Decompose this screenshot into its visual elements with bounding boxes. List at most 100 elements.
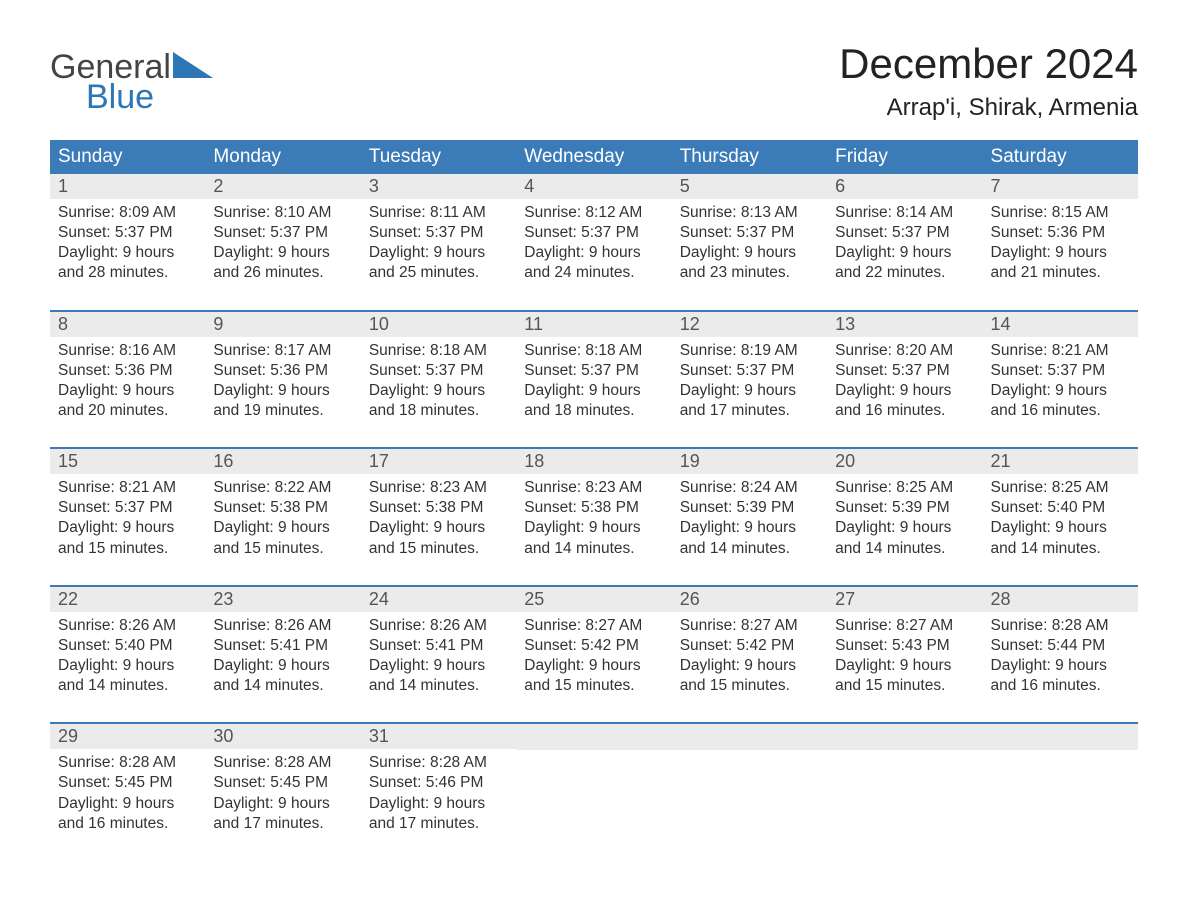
sunrise-text: Sunrise: 8:28 AM	[58, 753, 197, 773]
day-number: 18	[516, 449, 671, 474]
sunset-text: Sunset: 5:38 PM	[369, 498, 508, 518]
day-body: Sunrise: 8:11 AMSunset: 5:37 PMDaylight:…	[361, 199, 516, 284]
day-cell: 3Sunrise: 8:11 AMSunset: 5:37 PMDaylight…	[361, 174, 516, 290]
daylight-line1: Daylight: 9 hours	[369, 518, 508, 538]
daylight-line2: and 15 minutes.	[524, 676, 663, 696]
daylight-line1: Daylight: 9 hours	[835, 518, 974, 538]
daylight-line1: Daylight: 9 hours	[213, 794, 352, 814]
day-number: 14	[983, 312, 1138, 337]
day-body: Sunrise: 8:25 AMSunset: 5:40 PMDaylight:…	[983, 474, 1138, 559]
daylight-line1: Daylight: 9 hours	[524, 656, 663, 676]
day-number: 23	[205, 587, 360, 612]
sunrise-text: Sunrise: 8:21 AM	[58, 478, 197, 498]
daylight-line2: and 14 minutes.	[991, 539, 1130, 559]
day-number: 15	[50, 449, 205, 474]
day-number: 30	[205, 724, 360, 749]
day-cell: 16Sunrise: 8:22 AMSunset: 5:38 PMDayligh…	[205, 449, 360, 565]
daylight-line1: Daylight: 9 hours	[680, 518, 819, 538]
daylight-line2: and 15 minutes.	[369, 539, 508, 559]
sunrise-text: Sunrise: 8:19 AM	[680, 341, 819, 361]
sunrise-text: Sunrise: 8:24 AM	[680, 478, 819, 498]
sunrise-text: Sunrise: 8:25 AM	[991, 478, 1130, 498]
sunrise-text: Sunrise: 8:27 AM	[835, 616, 974, 636]
sunrise-text: Sunrise: 8:10 AM	[213, 203, 352, 223]
empty-day-cell	[983, 724, 1138, 840]
day-number: 28	[983, 587, 1138, 612]
daylight-line1: Daylight: 9 hours	[991, 518, 1130, 538]
daylight-line1: Daylight: 9 hours	[524, 518, 663, 538]
daylight-line2: and 28 minutes.	[58, 263, 197, 283]
day-number: 26	[672, 587, 827, 612]
day-number: 19	[672, 449, 827, 474]
day-body: Sunrise: 8:28 AMSunset: 5:46 PMDaylight:…	[361, 749, 516, 834]
day-cell: 1Sunrise: 8:09 AMSunset: 5:37 PMDaylight…	[50, 174, 205, 290]
day-header-cell: Saturday	[983, 140, 1138, 174]
logo-text-blue: Blue	[86, 80, 213, 114]
day-cell: 17Sunrise: 8:23 AMSunset: 5:38 PMDayligh…	[361, 449, 516, 565]
day-cell: 25Sunrise: 8:27 AMSunset: 5:42 PMDayligh…	[516, 587, 671, 703]
sunrise-text: Sunrise: 8:23 AM	[524, 478, 663, 498]
sunrise-text: Sunrise: 8:23 AM	[369, 478, 508, 498]
day-body: Sunrise: 8:25 AMSunset: 5:39 PMDaylight:…	[827, 474, 982, 559]
sunset-text: Sunset: 5:37 PM	[369, 223, 508, 243]
daylight-line1: Daylight: 9 hours	[213, 381, 352, 401]
day-number: 6	[827, 174, 982, 199]
day-body: Sunrise: 8:20 AMSunset: 5:37 PMDaylight:…	[827, 337, 982, 422]
daylight-line2: and 23 minutes.	[680, 263, 819, 283]
day-body: Sunrise: 8:26 AMSunset: 5:41 PMDaylight:…	[205, 612, 360, 697]
day-body: Sunrise: 8:16 AMSunset: 5:36 PMDaylight:…	[50, 337, 205, 422]
logo-triangle-icon	[173, 52, 213, 78]
day-number: 27	[827, 587, 982, 612]
day-body: Sunrise: 8:21 AMSunset: 5:37 PMDaylight:…	[50, 474, 205, 559]
day-cell: 6Sunrise: 8:14 AMSunset: 5:37 PMDaylight…	[827, 174, 982, 290]
day-cell: 27Sunrise: 8:27 AMSunset: 5:43 PMDayligh…	[827, 587, 982, 703]
title-block: December 2024 Arrap'i, Shirak, Armenia	[839, 40, 1138, 122]
sunrise-text: Sunrise: 8:22 AM	[213, 478, 352, 498]
day-cell: 31Sunrise: 8:28 AMSunset: 5:46 PMDayligh…	[361, 724, 516, 840]
day-header-cell: Sunday	[50, 140, 205, 174]
weeks-container: 1Sunrise: 8:09 AMSunset: 5:37 PMDaylight…	[50, 174, 1138, 840]
daylight-line1: Daylight: 9 hours	[58, 794, 197, 814]
sunset-text: Sunset: 5:39 PM	[680, 498, 819, 518]
sunset-text: Sunset: 5:36 PM	[991, 223, 1130, 243]
daylight-line1: Daylight: 9 hours	[213, 518, 352, 538]
week-row: 1Sunrise: 8:09 AMSunset: 5:37 PMDaylight…	[50, 174, 1138, 290]
day-number: 4	[516, 174, 671, 199]
daylight-line1: Daylight: 9 hours	[58, 518, 197, 538]
day-cell: 8Sunrise: 8:16 AMSunset: 5:36 PMDaylight…	[50, 312, 205, 428]
empty-day-bar	[516, 724, 671, 750]
day-number: 10	[361, 312, 516, 337]
day-cell: 11Sunrise: 8:18 AMSunset: 5:37 PMDayligh…	[516, 312, 671, 428]
sunrise-text: Sunrise: 8:15 AM	[991, 203, 1130, 223]
sunrise-text: Sunrise: 8:17 AM	[213, 341, 352, 361]
day-number: 7	[983, 174, 1138, 199]
day-body: Sunrise: 8:12 AMSunset: 5:37 PMDaylight:…	[516, 199, 671, 284]
sunrise-text: Sunrise: 8:14 AM	[835, 203, 974, 223]
daylight-line2: and 16 minutes.	[835, 401, 974, 421]
day-number: 2	[205, 174, 360, 199]
day-body: Sunrise: 8:18 AMSunset: 5:37 PMDaylight:…	[516, 337, 671, 422]
location-text: Arrap'i, Shirak, Armenia	[839, 94, 1138, 122]
daylight-line2: and 16 minutes.	[991, 676, 1130, 696]
day-cell: 24Sunrise: 8:26 AMSunset: 5:41 PMDayligh…	[361, 587, 516, 703]
sunrise-text: Sunrise: 8:09 AM	[58, 203, 197, 223]
day-number: 31	[361, 724, 516, 749]
day-body: Sunrise: 8:27 AMSunset: 5:42 PMDaylight:…	[516, 612, 671, 697]
day-cell: 4Sunrise: 8:12 AMSunset: 5:37 PMDaylight…	[516, 174, 671, 290]
sunset-text: Sunset: 5:37 PM	[58, 223, 197, 243]
week-row: 8Sunrise: 8:16 AMSunset: 5:36 PMDaylight…	[50, 310, 1138, 428]
daylight-line2: and 18 minutes.	[369, 401, 508, 421]
week-row: 15Sunrise: 8:21 AMSunset: 5:37 PMDayligh…	[50, 447, 1138, 565]
sunset-text: Sunset: 5:42 PM	[680, 636, 819, 656]
day-number: 16	[205, 449, 360, 474]
sunset-text: Sunset: 5:37 PM	[369, 361, 508, 381]
day-cell: 26Sunrise: 8:27 AMSunset: 5:42 PMDayligh…	[672, 587, 827, 703]
sunset-text: Sunset: 5:37 PM	[213, 223, 352, 243]
sunrise-text: Sunrise: 8:28 AM	[991, 616, 1130, 636]
daylight-line2: and 14 minutes.	[213, 676, 352, 696]
daylight-line1: Daylight: 9 hours	[58, 381, 197, 401]
day-number: 8	[50, 312, 205, 337]
sunset-text: Sunset: 5:36 PM	[58, 361, 197, 381]
sunset-text: Sunset: 5:37 PM	[58, 498, 197, 518]
empty-day-bar	[983, 724, 1138, 750]
